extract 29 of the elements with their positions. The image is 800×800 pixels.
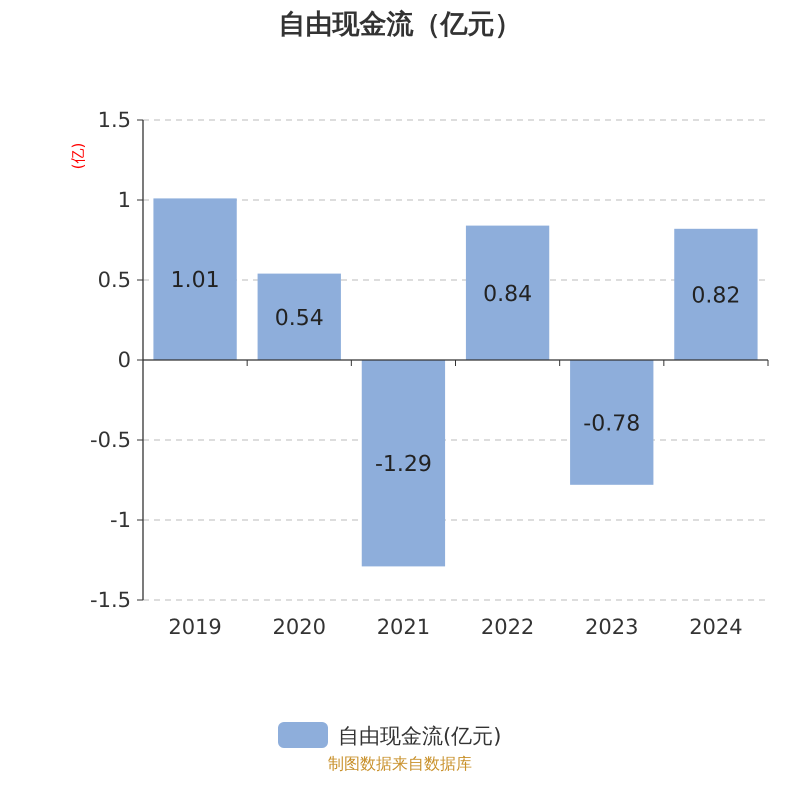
y-tick-label: 0 (118, 348, 131, 372)
y-tick-label: -0.5 (90, 428, 131, 452)
data-label: 0.54 (274, 306, 324, 331)
data-label: 0.84 (483, 282, 532, 307)
legend-label: 自由现金流(亿元) (338, 724, 502, 748)
bar (570, 360, 654, 485)
y-tick-label: -1.5 (90, 588, 131, 612)
chart-title: 自由现金流（亿元） (278, 9, 522, 40)
bar (362, 360, 446, 566)
bar (466, 226, 550, 360)
y-tick-label: -1 (110, 508, 131, 532)
x-tick-label: 2024 (689, 615, 743, 639)
y-axis-title: (亿) (69, 142, 87, 170)
bar (674, 228, 758, 360)
y-tick-label: 1 (118, 188, 131, 212)
data-label: 1.01 (170, 268, 220, 294)
y-tick-label: 0.5 (98, 268, 131, 292)
bar (258, 274, 341, 360)
x-tick-label: 2023 (585, 615, 638, 639)
text: 制图数据来自数据库 (328, 754, 472, 773)
x-tick-label: 2022 (480, 615, 534, 639)
data-label: -0.78 (583, 411, 640, 436)
data-label: 0.82 (691, 283, 740, 308)
bar (153, 198, 237, 360)
x-tick-label: 2021 (376, 615, 430, 639)
data-label: -1.29 (374, 452, 432, 478)
x-tick-label: 2020 (272, 615, 326, 639)
y-tick-label: 1.5 (98, 108, 131, 132)
x-tick-label: 2019 (168, 615, 222, 639)
